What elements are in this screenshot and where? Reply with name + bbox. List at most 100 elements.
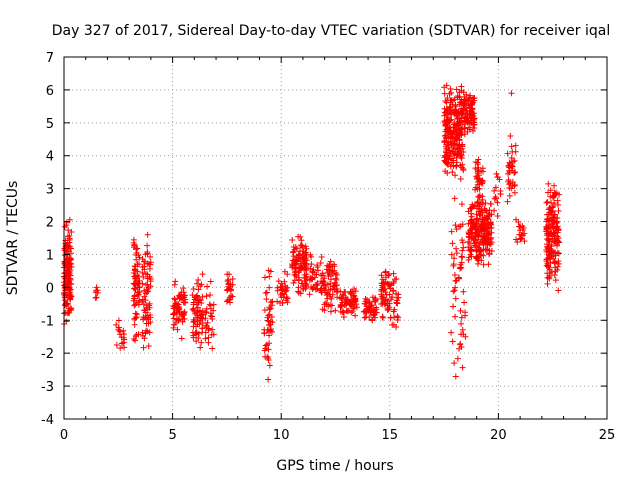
- data-point: [369, 317, 376, 324]
- data-point: [196, 321, 203, 328]
- data-point: [549, 224, 556, 231]
- data-point: [130, 280, 137, 287]
- axis-ticks: 0 5 10 15 20 25 -4 -3 -2 -1 0 1 2 3 4 5 6 7: [41, 51, 615, 443]
- data-point: [470, 127, 477, 134]
- data-point: [481, 236, 488, 243]
- data-point: [303, 260, 310, 267]
- data-point: [144, 306, 151, 313]
- data-point: [142, 270, 149, 277]
- data-point: [545, 206, 552, 213]
- data-point: [461, 131, 468, 138]
- data-point: [462, 125, 469, 132]
- data-point: [140, 314, 147, 321]
- data-point: [291, 269, 298, 276]
- data-point: [505, 178, 512, 185]
- data-point: [332, 270, 339, 277]
- data-point: [458, 259, 465, 266]
- data-point: [545, 231, 552, 238]
- data-point: [387, 314, 394, 321]
- data-point: [181, 292, 188, 299]
- data-point: [66, 278, 73, 285]
- data-point: [343, 297, 350, 304]
- data-point: [198, 339, 205, 346]
- y-tick-label: 5: [46, 117, 54, 132]
- data-point: [68, 293, 75, 300]
- data-point: [66, 261, 73, 268]
- data-point: [324, 295, 331, 302]
- data-point: [508, 90, 515, 97]
- data-point: [261, 274, 268, 281]
- data-point: [140, 258, 147, 265]
- data-point: [307, 274, 314, 281]
- data-point: [458, 83, 465, 90]
- data-point: [459, 143, 466, 150]
- data-point: [145, 288, 151, 295]
- data-point: [457, 175, 464, 182]
- data-point: [203, 293, 210, 300]
- data-point: [193, 329, 200, 336]
- data-point: [447, 97, 454, 104]
- data-point: [456, 137, 463, 144]
- data-point: [296, 252, 303, 259]
- data-point: [133, 245, 140, 252]
- data-point: [229, 275, 236, 282]
- data-point: [378, 288, 385, 295]
- data-point: [136, 297, 143, 304]
- data-point: [456, 345, 463, 352]
- data-point: [473, 225, 480, 232]
- data-point: [319, 272, 326, 279]
- data-point: [451, 287, 458, 294]
- data-point: [554, 242, 561, 249]
- data-point: [348, 309, 355, 316]
- data-point: [508, 162, 515, 169]
- data-point: [228, 292, 235, 299]
- data-point: [145, 284, 152, 291]
- data-point: [298, 262, 305, 269]
- data-point: [204, 283, 211, 290]
- data-point: [171, 281, 178, 288]
- data-point: [390, 321, 397, 328]
- data-point: [320, 278, 327, 285]
- data-point: [474, 161, 481, 168]
- data-point: [336, 294, 343, 301]
- data-point: [486, 251, 493, 258]
- data-point: [441, 118, 448, 125]
- data-point: [205, 327, 212, 334]
- data-point: [226, 271, 233, 278]
- data-point: [204, 319, 211, 326]
- data-point: [554, 249, 561, 256]
- data-point: [449, 338, 456, 345]
- data-point: [180, 312, 187, 319]
- data-point: [136, 254, 143, 261]
- data-point: [190, 323, 197, 330]
- data-point: [317, 287, 324, 294]
- data-point: [546, 236, 553, 243]
- data-point: [136, 284, 143, 291]
- data-point: [546, 275, 553, 282]
- data-point: [549, 248, 556, 255]
- data-point: [362, 295, 369, 302]
- data-point: [279, 299, 286, 306]
- data-point: [92, 295, 99, 302]
- data-point: [209, 345, 216, 352]
- data-point: [447, 105, 454, 112]
- data-point: [333, 289, 340, 296]
- data-point: [515, 219, 522, 226]
- data-point: [297, 290, 304, 297]
- data-point: [321, 275, 328, 282]
- y-tick-label: 1: [46, 248, 54, 263]
- data-point: [303, 281, 310, 288]
- data-point: [174, 326, 181, 333]
- data-point: [543, 256, 550, 263]
- data-point: [453, 86, 460, 93]
- data-point: [133, 277, 140, 284]
- data-point: [67, 295, 74, 302]
- data-point: [297, 265, 304, 272]
- data-point: [521, 230, 528, 237]
- data-point: [441, 90, 448, 97]
- data-point: [476, 185, 483, 192]
- data-point: [494, 199, 501, 206]
- data-point: [146, 273, 153, 280]
- data-point: [459, 254, 466, 261]
- data-point: [113, 341, 120, 348]
